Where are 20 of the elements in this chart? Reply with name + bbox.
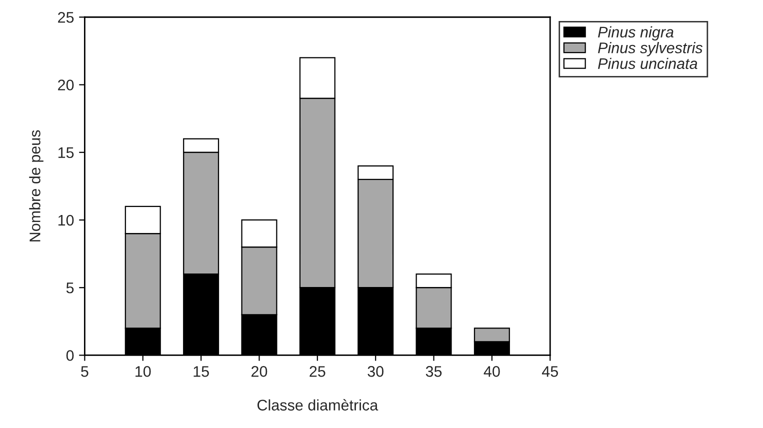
x-axis-title: Classe diamètrica [257,399,378,411]
x-tick-label: 45 [542,366,558,377]
x-tick-label: 20 [252,366,268,377]
legend-label: Pinus uncinata [598,58,698,70]
y-tick-label: 10 [58,214,74,226]
x-tick-label: 30 [368,366,384,377]
x-tick-label: 35 [426,366,442,377]
y-tick-label: 15 [58,147,74,158]
y-axis-title: Nombre de peus [29,130,44,242]
y-tick-label: 20 [58,80,74,90]
x-tick-label: 15 [194,366,209,377]
x-tick-label: 10 [136,366,151,377]
y-tick-label: 0 [66,350,74,361]
x-tick-label: 5 [81,366,88,377]
legend-label: Pinus nigra [598,26,674,41]
y-tick-label: 5 [66,282,74,294]
x-tick-label: 40 [484,366,500,377]
legend-label: Pinus sylvestris [598,42,703,56]
y-tick-label: 25 [58,12,74,23]
x-tick-label: 25 [310,366,326,377]
